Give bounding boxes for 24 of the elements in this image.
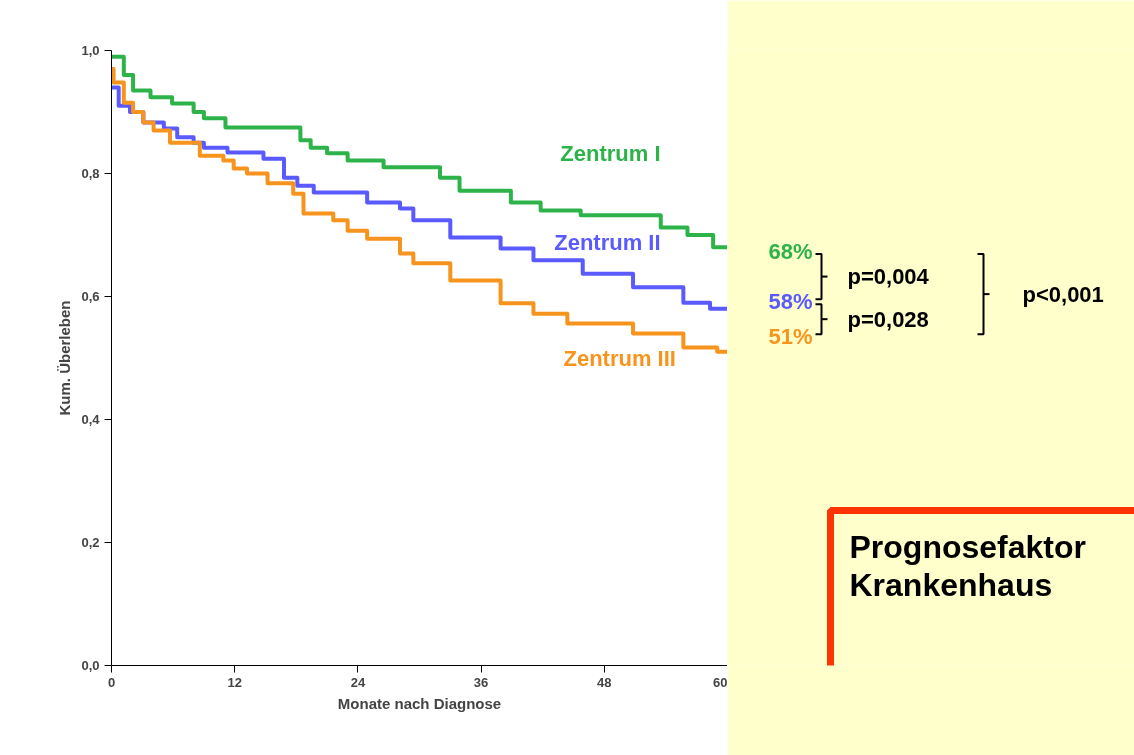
text: p<0,001 <box>1022 281 1104 307</box>
y-tick-label: 0,8 <box>81 166 100 181</box>
text: p=0,004 <box>847 264 930 290</box>
y-tick-label: 0,6 <box>81 289 100 304</box>
data-label: 58% <box>768 289 813 315</box>
x-tick-label: 0 <box>107 674 116 690</box>
y-tick-label: 1,0 <box>81 43 100 58</box>
x-tick-label: 36 <box>473 674 489 690</box>
series-label: Zentrum I <box>560 141 661 167</box>
data-label: 51% <box>768 324 813 350</box>
text: p=0,028 <box>847 306 929 332</box>
x-tick-label: 60 <box>713 674 728 690</box>
data-label: 68% <box>768 239 813 265</box>
text: Prognosefaktor Krankenhaus <box>849 529 1086 603</box>
x-tick-label: 24 <box>350 674 366 690</box>
y-tick-label: 0,0 <box>81 658 100 673</box>
x-axis-title: Monate nach Diagnose <box>337 694 502 712</box>
y-tick-label: 0,4 <box>81 412 101 427</box>
x-tick-label: 12 <box>227 674 242 690</box>
series-label: Zentrum III <box>563 345 676 371</box>
y-axis-title: Kum. Überleben <box>56 300 74 416</box>
y-tick-label: 0,2 <box>81 535 100 550</box>
x-tick-label: 48 <box>597 674 612 690</box>
series-label: Zentrum II <box>554 230 661 256</box>
